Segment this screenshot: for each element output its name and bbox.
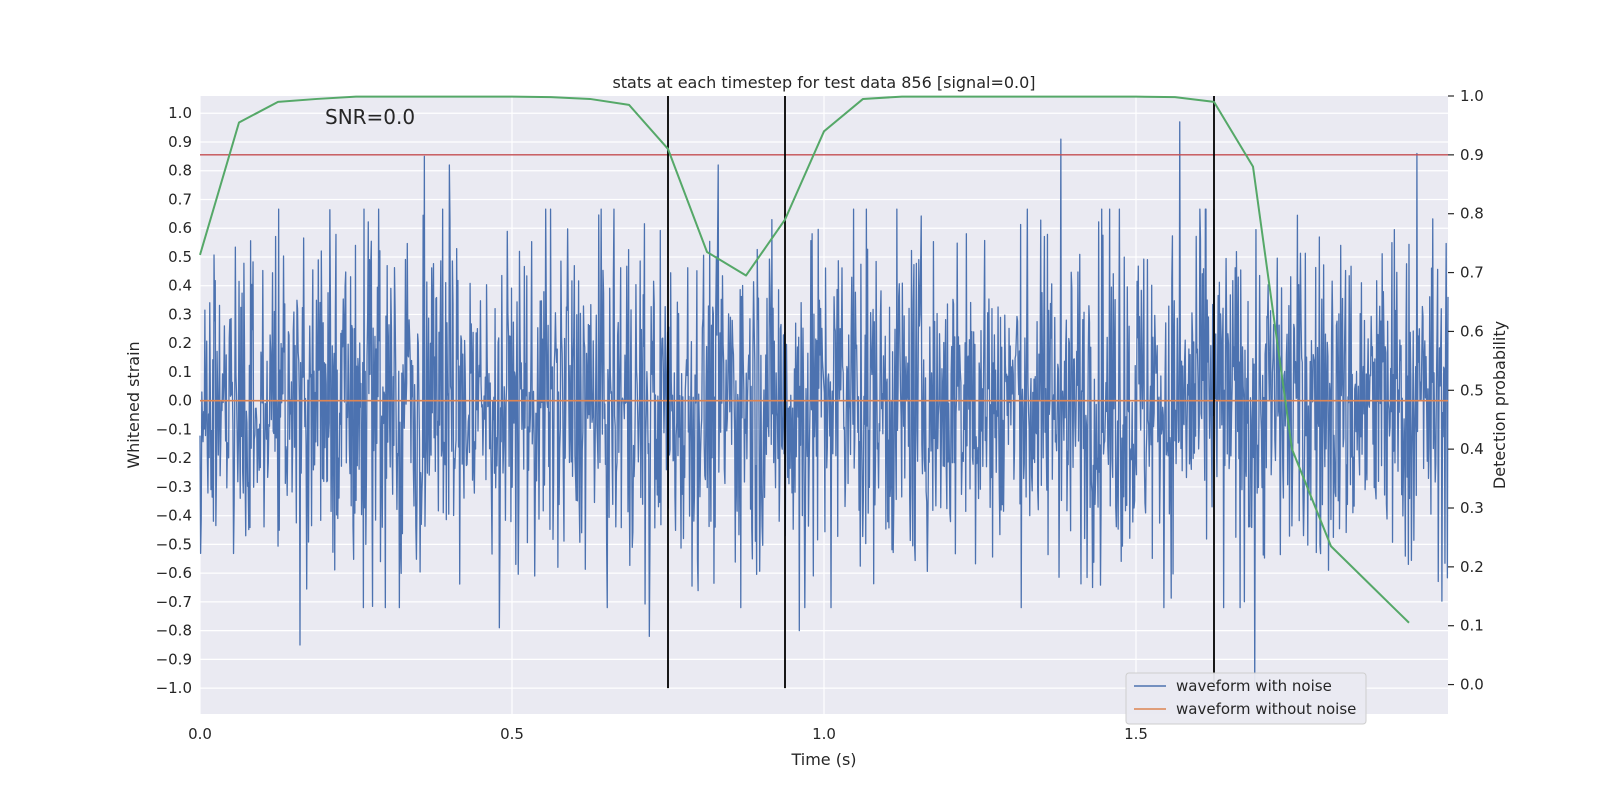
y-left-tick-label-13: 0.3 (168, 305, 192, 323)
y-right-tick-label-1: 0.1 (1460, 617, 1484, 635)
legend-label-clean: waveform without noise (1176, 700, 1356, 718)
y-right-tick-label-9: 0.9 (1460, 146, 1484, 164)
y-left-tick-label-18: 0.8 (168, 162, 192, 180)
legend-label-noise: waveform with noise (1176, 677, 1332, 695)
y-left-tick-label-9: −0.1 (156, 420, 192, 438)
y-left-tick-label-2: −0.8 (156, 622, 192, 640)
y-right-tick-label-6: 0.6 (1460, 322, 1484, 340)
y-left-tick-label-11: 0.1 (168, 363, 192, 381)
y-right-tick-label-8: 0.8 (1460, 205, 1484, 223)
y-left-tick-label-3: −0.7 (156, 593, 192, 611)
x-tick-label-2: 1.0 (812, 725, 836, 743)
y-left-tick-label-5: −0.5 (156, 535, 192, 553)
ticks: −1.0 −0.9 −0.8 −0.7 −0.6 −0.5 −0.4 −0.3 −0.2 −0.1… (156, 87, 1484, 743)
y-left-tick-label-12: 0.2 (168, 334, 192, 352)
chart-title: stats at each timestep for test data 856… (612, 73, 1035, 92)
y-right-tick-label-10: 1.0 (1460, 87, 1484, 105)
y-axis-label-left: Whitened strain (124, 341, 143, 468)
detection-probability-line (199, 95, 1410, 624)
y-left-tick-label-8: −0.2 (156, 449, 192, 467)
y-right-tick-label-4: 0.4 (1460, 440, 1484, 458)
detection-probability-path (199, 95, 1410, 624)
vertical-markers (667, 96, 1215, 689)
y-left-tick-label-1: −0.9 (156, 650, 192, 668)
snr-annotation: SNR=0.0 (325, 105, 415, 129)
y-left-tick-label-7: −0.3 (156, 478, 192, 496)
y-left-tick-label-14: 0.4 (168, 277, 192, 295)
y-right-tick-label-0: 0.0 (1460, 676, 1484, 694)
y-left-tick-label-17: 0.7 (168, 190, 192, 208)
legend: waveform with noise waveform without noi… (1125, 672, 1367, 725)
y-right-tick-label-7: 0.7 (1460, 264, 1484, 282)
x-tick-label-0: 0.0 (188, 725, 212, 743)
y-left-tick-label-16: 0.6 (168, 219, 192, 237)
y-right-tick-label-5: 0.5 (1460, 381, 1484, 399)
y-left-tick-label-15: 0.5 (168, 248, 192, 266)
x-axis-label: Time (s) (790, 750, 856, 769)
legend-box (1125, 672, 1367, 725)
y-left-tick-label-20: 1.0 (168, 104, 192, 122)
x-tick-label-1: 0.5 (500, 725, 524, 743)
y-axis-label-right: Detection probability (1490, 321, 1509, 489)
y-left-tick-label-0: −1.0 (156, 679, 192, 697)
y-left-tick-label-6: −0.4 (156, 507, 192, 525)
waveform-with-noise-line (199, 121, 1449, 689)
x-tick-label-3: 1.5 (1124, 725, 1148, 743)
y-right-tick-label-3: 0.3 (1460, 499, 1484, 517)
y-left-tick-label-10: 0.0 (168, 392, 192, 410)
waveform-with-noise-path (199, 121, 1449, 689)
y-left-tick-label-4: −0.6 (156, 564, 192, 582)
y-right-tick-label-2: 0.2 (1460, 558, 1484, 576)
y-left-tick-label-19: 0.9 (168, 133, 192, 151)
